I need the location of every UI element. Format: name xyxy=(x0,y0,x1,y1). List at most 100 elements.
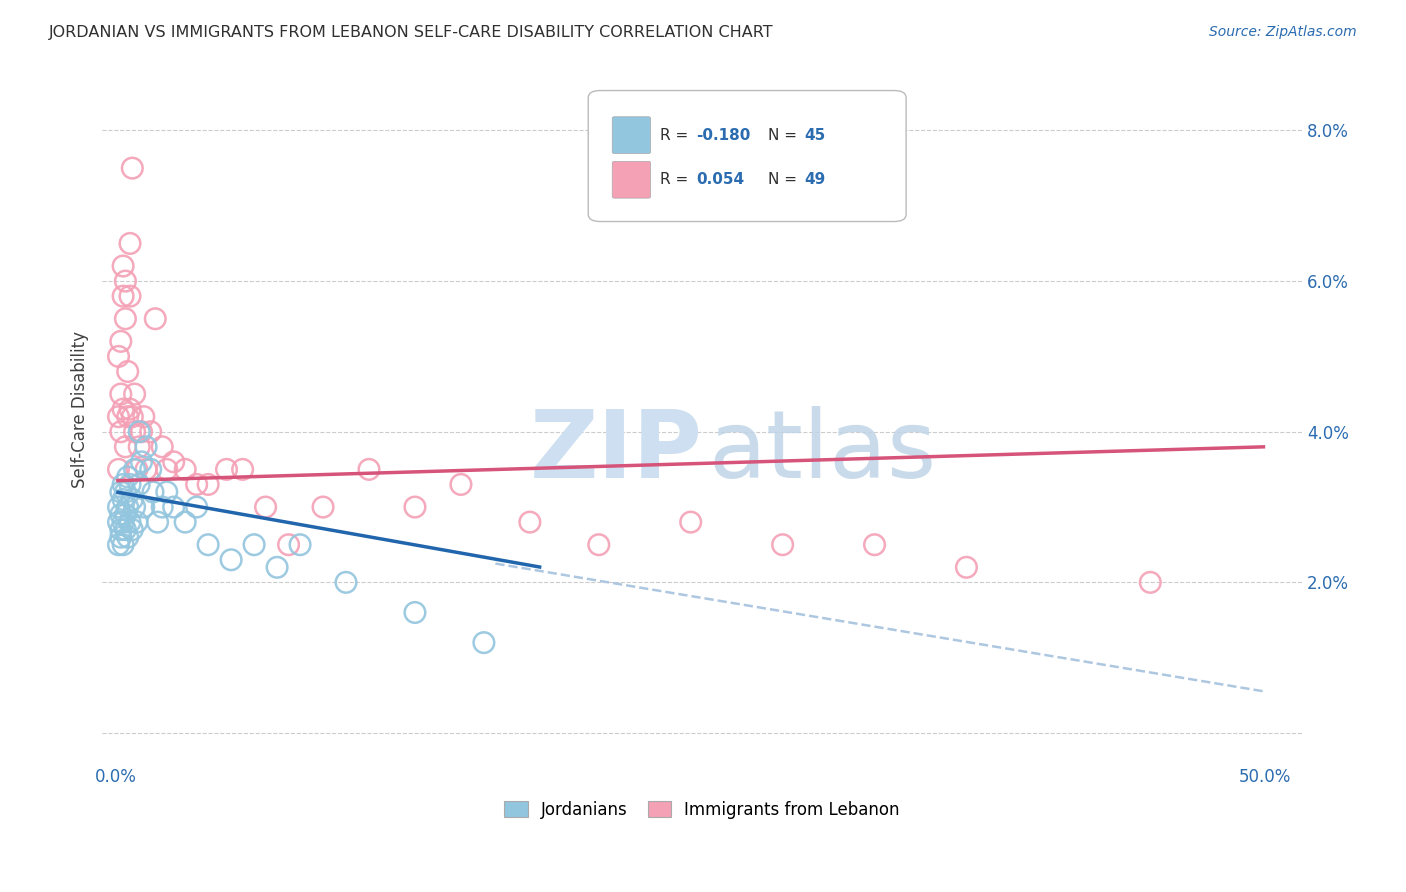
Point xyxy=(174,462,197,476)
Point xyxy=(266,560,288,574)
Point xyxy=(197,538,219,552)
Point xyxy=(679,515,702,529)
Point xyxy=(197,477,219,491)
Point xyxy=(288,538,311,552)
FancyBboxPatch shape xyxy=(588,91,905,221)
Point xyxy=(450,477,472,491)
Point xyxy=(142,485,165,500)
Point xyxy=(110,508,132,522)
Point xyxy=(163,455,186,469)
Point xyxy=(121,161,143,175)
Point xyxy=(519,515,541,529)
Point xyxy=(124,387,146,401)
Point xyxy=(243,538,266,552)
Point xyxy=(588,538,610,552)
Point xyxy=(112,538,135,552)
Point xyxy=(124,500,146,514)
Point xyxy=(143,311,166,326)
Point xyxy=(110,530,132,544)
Point xyxy=(174,515,197,529)
Point xyxy=(110,523,132,537)
Text: -0.180: -0.180 xyxy=(696,128,751,143)
Point xyxy=(125,462,148,476)
Legend: Jordanians, Immigrants from Lebanon: Jordanians, Immigrants from Lebanon xyxy=(498,794,907,826)
Point xyxy=(254,500,277,514)
Point xyxy=(112,477,135,491)
Point xyxy=(156,462,179,476)
Point xyxy=(163,500,186,514)
Text: N =: N = xyxy=(768,128,801,143)
Point xyxy=(110,334,132,349)
Point xyxy=(1139,575,1161,590)
Point xyxy=(112,259,135,273)
Point xyxy=(107,500,129,514)
Point xyxy=(139,462,162,476)
Point xyxy=(131,455,153,469)
Text: 0.054: 0.054 xyxy=(696,171,744,186)
Point xyxy=(112,515,135,529)
Point xyxy=(128,425,150,439)
Text: 49: 49 xyxy=(804,171,825,186)
Point xyxy=(121,523,143,537)
Text: N =: N = xyxy=(768,171,801,186)
Point xyxy=(472,635,495,649)
Point xyxy=(107,515,129,529)
Point xyxy=(146,515,169,529)
Point xyxy=(955,560,977,574)
Point xyxy=(215,462,238,476)
Point xyxy=(112,289,135,303)
Point xyxy=(114,485,136,500)
Point xyxy=(114,508,136,522)
Point xyxy=(124,425,146,439)
Point xyxy=(125,515,148,529)
Text: R =: R = xyxy=(661,128,693,143)
Point xyxy=(335,575,357,590)
Point xyxy=(118,515,141,529)
Point xyxy=(117,500,139,514)
Point xyxy=(132,409,155,424)
Point xyxy=(112,402,135,417)
Point xyxy=(110,425,132,439)
Text: ZIP: ZIP xyxy=(529,406,702,498)
Text: R =: R = xyxy=(661,171,693,186)
Point xyxy=(772,538,794,552)
Text: atlas: atlas xyxy=(709,406,936,498)
Text: 45: 45 xyxy=(804,128,825,143)
Point xyxy=(114,523,136,537)
Point xyxy=(118,289,141,303)
Point xyxy=(219,553,242,567)
Point xyxy=(110,485,132,500)
Point xyxy=(114,311,136,326)
Point xyxy=(124,462,146,476)
Point xyxy=(132,500,155,514)
Point xyxy=(156,485,179,500)
FancyBboxPatch shape xyxy=(612,117,651,153)
Point xyxy=(404,606,426,620)
Point xyxy=(186,500,208,514)
Text: Source: ZipAtlas.com: Source: ZipAtlas.com xyxy=(1209,25,1357,39)
Point xyxy=(312,500,335,514)
Y-axis label: Self-Care Disability: Self-Care Disability xyxy=(72,331,89,488)
Point xyxy=(117,530,139,544)
Point xyxy=(131,425,153,439)
FancyBboxPatch shape xyxy=(612,161,651,198)
Point xyxy=(357,462,380,476)
Point xyxy=(107,538,129,552)
Point xyxy=(107,350,129,364)
Point xyxy=(112,492,135,507)
Point xyxy=(139,425,162,439)
Point xyxy=(150,440,173,454)
Point xyxy=(128,477,150,491)
Point xyxy=(118,402,141,417)
Point xyxy=(117,470,139,484)
Point xyxy=(863,538,886,552)
Point xyxy=(404,500,426,514)
Point xyxy=(232,462,254,476)
Text: JORDANIAN VS IMMIGRANTS FROM LEBANON SELF-CARE DISABILITY CORRELATION CHART: JORDANIAN VS IMMIGRANTS FROM LEBANON SEL… xyxy=(49,25,773,40)
Point xyxy=(110,387,132,401)
Point xyxy=(107,462,129,476)
Point xyxy=(135,462,157,476)
Point xyxy=(128,440,150,454)
Point xyxy=(118,236,141,251)
Point xyxy=(117,364,139,378)
